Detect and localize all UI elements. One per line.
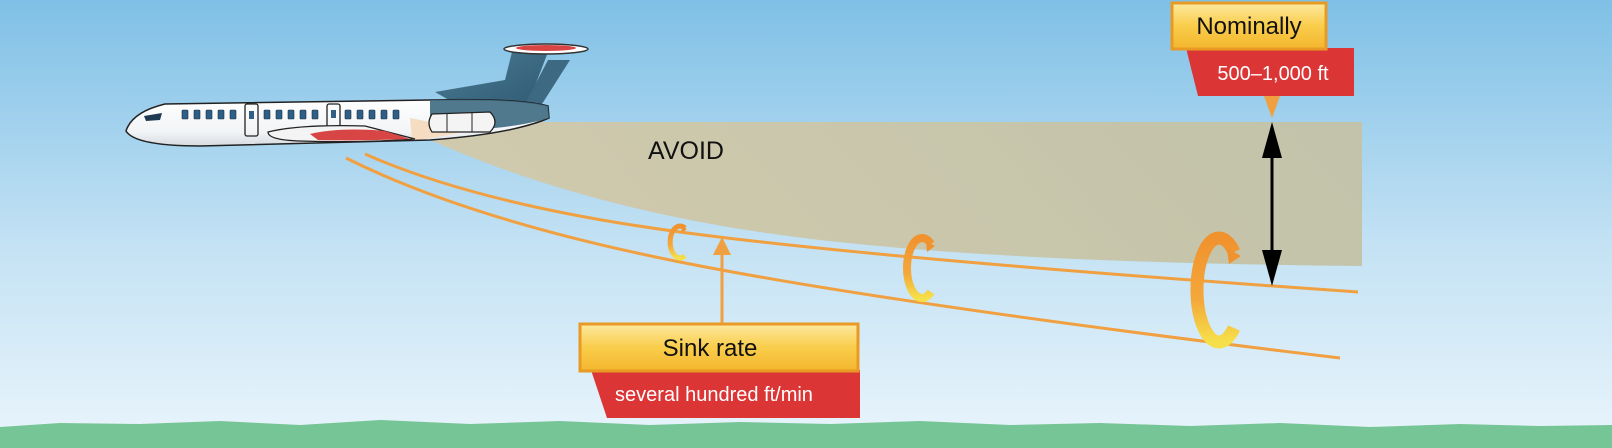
sink-rate-callout-value-box	[591, 370, 860, 418]
jet-airliner-icon	[125, 43, 589, 147]
sink-rate-callout-title: Sink rate	[663, 335, 758, 362]
nominally-callout: Nominally 500–1,000 ft	[1170, 1, 1354, 118]
sink-rate-callout: Sink rate several hundred ft/min	[578, 322, 860, 418]
wake-vortex-icon	[1190, 231, 1241, 349]
nominally-pointer	[1264, 96, 1280, 118]
sink-rate-callout-value: several hundred ft/min	[615, 384, 813, 406]
separation-arrow	[1262, 122, 1282, 286]
nominally-callout-value-box	[1186, 48, 1354, 96]
avoid-zone-label: AVOID	[648, 137, 724, 165]
ground	[0, 420, 1612, 448]
nominally-callout-title-box	[1170, 1, 1328, 51]
wake-vortex-icon	[667, 223, 687, 261]
wake-vortex-icon	[903, 234, 935, 302]
avoid-zone	[430, 122, 1362, 266]
nominally-callout-title: Nominally	[1196, 13, 1301, 40]
sink-rate-callout-title-box	[578, 322, 860, 373]
nominally-callout-value: 500–1,000 ft	[1217, 63, 1329, 85]
